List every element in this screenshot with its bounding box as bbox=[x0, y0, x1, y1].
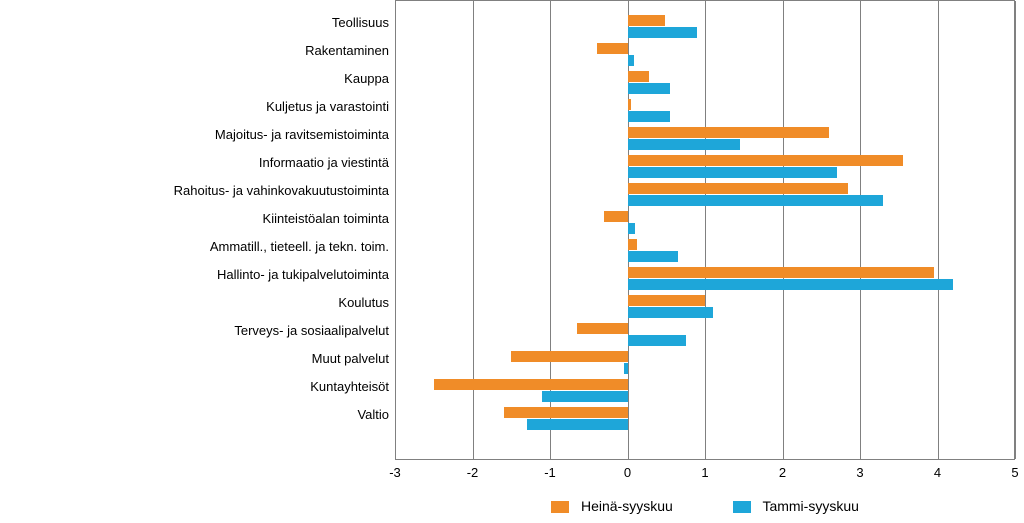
bar-group bbox=[395, 179, 1014, 207]
bar bbox=[628, 267, 934, 278]
bar-group bbox=[395, 151, 1014, 179]
bar bbox=[504, 407, 628, 418]
x-tick-label: 5 bbox=[1011, 465, 1018, 480]
bar bbox=[628, 295, 706, 306]
y-tick-label: Kiinteistöalan toiminta bbox=[263, 212, 389, 226]
bar bbox=[628, 239, 637, 250]
bar bbox=[628, 99, 632, 110]
bar bbox=[628, 183, 849, 194]
bar-group bbox=[395, 235, 1014, 263]
bar-group bbox=[395, 39, 1014, 67]
y-tick-label: Teollisuus bbox=[332, 16, 389, 30]
bar bbox=[628, 111, 671, 122]
y-tick-label: Koulutus bbox=[338, 296, 389, 310]
y-tick-label: Kuntayhteisöt bbox=[310, 380, 389, 394]
x-tick-label: 2 bbox=[779, 465, 786, 480]
bar-group bbox=[395, 11, 1014, 39]
bar bbox=[434, 379, 628, 390]
bar bbox=[628, 155, 903, 166]
bar bbox=[628, 167, 837, 178]
bar bbox=[628, 251, 678, 262]
bar-group bbox=[395, 347, 1014, 375]
bar bbox=[597, 43, 628, 54]
y-tick-label: Majoitus- ja ravitsemistoiminta bbox=[215, 128, 389, 142]
legend-label-1: Heinä-syyskuu bbox=[581, 498, 673, 514]
legend-label-2: Tammi-syyskuu bbox=[762, 498, 858, 514]
y-tick-label: Rakentaminen bbox=[305, 44, 389, 58]
bar bbox=[628, 139, 740, 150]
y-tick-label: Hallinto- ja tukipalvelutoiminta bbox=[217, 268, 389, 282]
x-tick-label: 1 bbox=[701, 465, 708, 480]
y-tick-label: Muut palvelut bbox=[312, 352, 389, 366]
x-tick-label: 0 bbox=[624, 465, 631, 480]
bar bbox=[628, 307, 713, 318]
bar bbox=[624, 363, 628, 374]
bar-group bbox=[395, 375, 1014, 403]
x-tick-label: 3 bbox=[856, 465, 863, 480]
bar bbox=[628, 127, 830, 138]
bar-group bbox=[395, 67, 1014, 95]
bar-group bbox=[395, 263, 1014, 291]
bar bbox=[628, 279, 954, 290]
legend-swatch-1-icon bbox=[551, 501, 569, 513]
y-tick-label: Ammatill., tieteell. ja tekn. toim. bbox=[210, 240, 389, 254]
legend-item-2: Tammi-syyskuu bbox=[733, 498, 859, 514]
bar bbox=[628, 15, 665, 26]
bar bbox=[628, 83, 671, 94]
bar-group bbox=[395, 123, 1014, 151]
bar bbox=[542, 391, 627, 402]
chart-stage: Teollisuus Rakentaminen Kauppa Kuljetus ja … bbox=[0, 0, 1024, 523]
y-tick-label: Kauppa bbox=[344, 72, 389, 86]
bar bbox=[577, 323, 627, 334]
bar bbox=[628, 223, 636, 234]
bar bbox=[628, 71, 650, 82]
y-tick-label: Kuljetus ja varastointi bbox=[266, 100, 389, 114]
y-tick-label: Valtio bbox=[357, 408, 389, 422]
y-tick-label: Terveys- ja sosiaalipalvelut bbox=[234, 324, 389, 338]
y-tick-label: Rahoitus- ja vahinkovakuutustoiminta bbox=[174, 184, 389, 198]
bar bbox=[628, 55, 634, 66]
legend-item-1: Heinä-syyskuu bbox=[551, 498, 673, 514]
x-tick-label: 4 bbox=[934, 465, 941, 480]
bar-group bbox=[395, 95, 1014, 123]
bar bbox=[628, 195, 884, 206]
x-tick-label: -1 bbox=[544, 465, 556, 480]
x-tick-label: -3 bbox=[389, 465, 401, 480]
x-tick-label: -2 bbox=[467, 465, 479, 480]
bar bbox=[604, 211, 627, 222]
legend: Heinä-syyskuu Tammi-syyskuu bbox=[395, 492, 1015, 520]
legend-swatch-2-icon bbox=[733, 501, 751, 513]
bar bbox=[628, 27, 698, 38]
plot-area bbox=[395, 0, 1015, 460]
grid-line bbox=[1015, 1, 1016, 459]
y-tick-label: Informaatio ja viestintä bbox=[259, 156, 389, 170]
bar-group bbox=[395, 207, 1014, 235]
bar bbox=[527, 419, 628, 430]
bar-group bbox=[395, 291, 1014, 319]
bar-group bbox=[395, 319, 1014, 347]
bar-group bbox=[395, 403, 1014, 431]
bar bbox=[628, 335, 686, 346]
bar bbox=[511, 351, 627, 362]
